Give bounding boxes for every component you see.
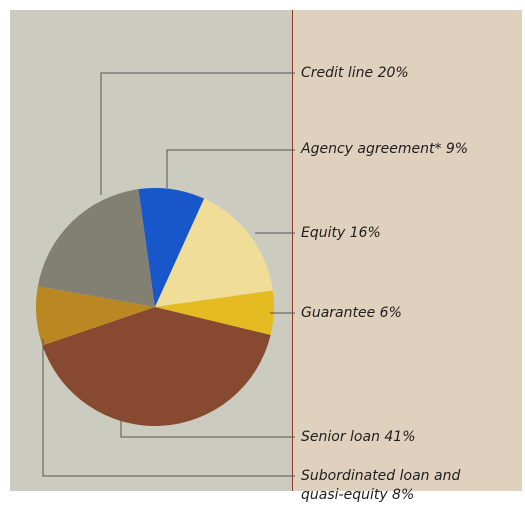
pie-slice-subordinated-loan — [36, 286, 155, 346]
leader-line-subordinated-loan — [42, 339, 295, 477]
slice-label-senior-loan: Senior loan 41% — [301, 429, 416, 445]
pie-slice-equity — [155, 198, 273, 307]
panel-divider — [292, 10, 293, 491]
slice-label-agency-agreement: Agency agreement* 9% — [301, 141, 469, 157]
legend-panel — [293, 10, 522, 491]
pie-slice-guarantee — [155, 290, 274, 335]
slice-label-subordinated-loan: Subordinated loan and quasi-equity 8% — [301, 468, 461, 503]
pie-slice-credit-line — [37, 189, 156, 307]
leader-line-agency-agreement — [166, 149, 295, 188]
slice-label-guarantee: Guarantee 6% — [301, 305, 402, 321]
pie-slice-agency-agreement — [138, 188, 205, 307]
pie-slice-senior-loan — [42, 307, 271, 426]
slice-label-credit-line: Credit line 20% — [301, 65, 409, 81]
leader-line-credit-line — [100, 72, 295, 195]
leader-line-senior-loan — [120, 417, 295, 438]
slice-label-equity: Equity 16% — [301, 225, 381, 241]
